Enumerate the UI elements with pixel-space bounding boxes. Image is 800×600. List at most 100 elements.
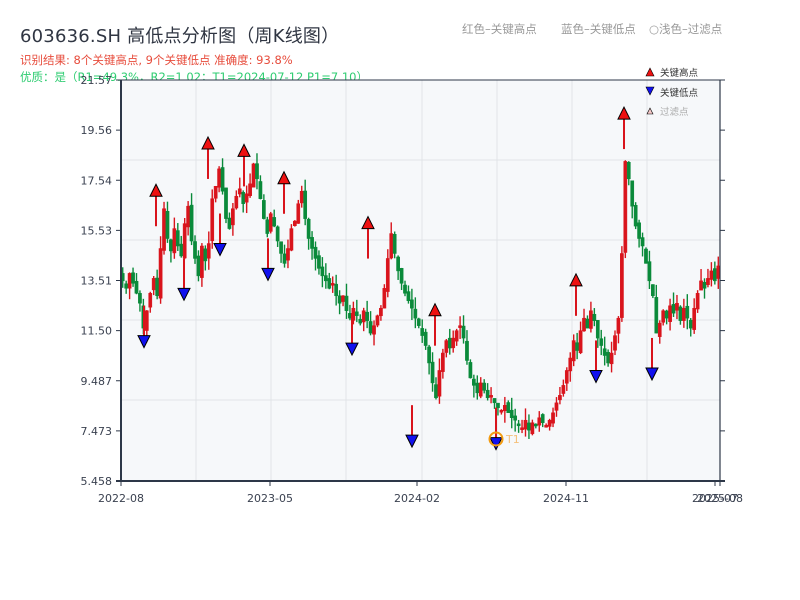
candle-up [127,273,132,289]
candle-down [626,162,631,180]
candle-down [685,305,690,319]
candle-down [306,218,311,239]
candle-down [540,414,545,423]
candle-up [341,295,345,302]
candle-down [313,246,318,259]
candle-down [647,261,652,282]
candle-up [182,223,187,259]
candle-down [513,415,518,421]
candle-up [444,340,449,353]
candle-down [337,295,342,304]
candle-down [262,200,266,219]
candle-up [623,161,628,253]
candle-down [651,284,655,297]
candle-down [189,204,194,242]
candle-down [702,281,707,289]
candle-down [712,268,717,282]
candle-up [554,402,559,411]
candle-down [241,192,246,204]
y-tick-label: 7.473 [81,425,113,438]
candle-up [582,317,586,332]
candle-up [675,302,679,311]
candle-up [561,385,566,394]
triangle-up-outline-icon [646,107,654,115]
candle-up [248,183,252,197]
candle-up [706,278,710,285]
triangle-up-icon [149,183,163,197]
candle-up [210,198,215,242]
candle-up [520,427,524,430]
candle-down [224,187,228,219]
candle-up [200,245,204,278]
candle-down [602,348,607,356]
candle-down [465,340,469,361]
candle-down [678,306,683,321]
candle-down [265,219,270,234]
candle-up [668,305,672,322]
candle-up [151,278,156,291]
candle-up [695,293,700,310]
candle-down [131,272,135,284]
candle-down [468,362,473,379]
candle-down [637,222,641,239]
candle-down [485,389,490,399]
candle-down [633,205,638,227]
candle-down [310,237,314,249]
candle-up [286,248,290,261]
candle-up [454,330,459,342]
y-tick-label: 21.57 [81,74,113,87]
candle-up [389,233,394,259]
candle-down [482,382,487,391]
candles [120,153,721,439]
candle-down [416,318,421,326]
candle-up [217,168,221,188]
candle-down [496,402,500,409]
candle-down [392,234,397,254]
legend-high-label: 关键高点 [660,67,699,79]
legend-filtered-label: 过滤点 [660,106,689,118]
candle-down [640,237,645,247]
candle-down [275,226,280,242]
candle-up [692,307,697,330]
candle-up [379,307,383,317]
candle-down [255,163,259,180]
x-tick-label: 2023-05 [247,492,293,505]
candle-down [179,243,184,257]
candle-up [661,310,666,323]
y-tick-label: 17.54 [81,174,113,187]
t1-ring-icon [488,431,504,447]
candle-down [399,268,404,284]
candle-up [616,317,621,334]
candle-up [144,310,149,331]
y-tick-label: 19.56 [81,124,113,137]
candle-up [620,253,624,318]
candle-down [282,253,287,264]
candle-down [410,299,414,309]
candle-up [375,315,380,326]
candle-down [413,308,418,319]
candle-down [138,293,142,304]
candle-down [671,304,676,314]
candle-down [630,180,635,207]
candle-down [420,328,425,336]
candle-up [206,243,211,259]
candle-up [382,288,387,309]
candle-up [489,395,493,398]
candle-up [162,208,166,251]
candle-down [279,241,283,254]
triangle-down-icon [589,369,603,384]
candle-down [664,310,669,319]
candle-down [203,248,208,262]
candle-down [527,422,531,431]
candle-down [423,331,428,346]
candle-down [403,284,407,294]
y-tick-label: 15.53 [81,224,113,237]
candle-down [606,352,610,364]
candle-down [354,311,359,316]
candle-down [592,313,597,321]
x-tick-label: 2025-08 [697,492,743,505]
triangle-up-icon [645,67,655,77]
candle-up [296,203,301,224]
triangle-down-icon [261,267,275,282]
candle-up [234,195,239,209]
